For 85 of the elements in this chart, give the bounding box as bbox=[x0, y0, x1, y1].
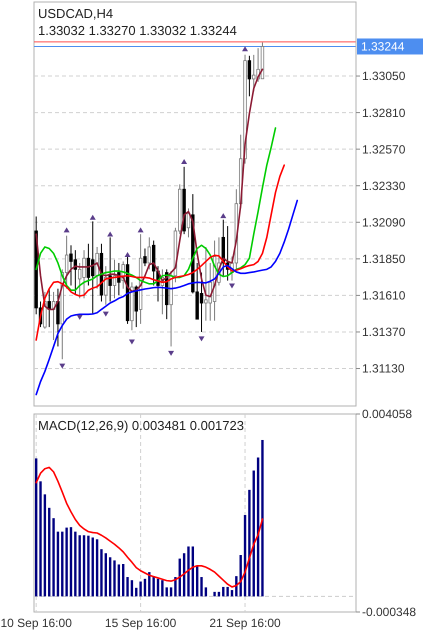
candlestick bbox=[104, 266, 108, 306]
y-tick-label: 1.31610 bbox=[362, 288, 406, 303]
point bbox=[198, 336, 205, 342]
x-tick-label: 10 Sep 16:00 bbox=[0, 616, 72, 630]
bar bbox=[122, 564, 124, 596]
bar bbox=[139, 582, 142, 596]
candlestick bbox=[204, 246, 208, 322]
bar bbox=[192, 546, 194, 596]
y-tick-label: -0.000348 bbox=[362, 605, 416, 620]
bar bbox=[78, 535, 81, 596]
y-tick-label: 0.004058 bbox=[362, 407, 412, 422]
point bbox=[220, 213, 226, 218]
line-series bbox=[35, 466, 264, 588]
y-tick-label: 1.32570 bbox=[362, 142, 406, 156]
bar bbox=[196, 566, 198, 596]
bar bbox=[52, 518, 55, 596]
point bbox=[64, 227, 70, 232]
point bbox=[90, 214, 96, 220]
bar bbox=[44, 494, 46, 596]
candlestick bbox=[200, 272, 204, 332]
candlestick bbox=[56, 288, 60, 347]
bar bbox=[135, 588, 138, 596]
point bbox=[168, 350, 174, 356]
bar bbox=[126, 577, 129, 596]
point bbox=[228, 284, 235, 288]
line-series bbox=[35, 127, 276, 292]
bar bbox=[218, 592, 220, 596]
point bbox=[102, 312, 109, 317]
line-series bbox=[35, 200, 298, 396]
point bbox=[76, 314, 83, 320]
bar bbox=[161, 580, 164, 596]
bar bbox=[222, 586, 224, 596]
candlestick bbox=[248, 55, 252, 97]
bar bbox=[226, 586, 229, 596]
bar bbox=[108, 557, 112, 596]
text: 1.33032 1.33270 1.33032 1.33244 bbox=[38, 23, 237, 38]
bar bbox=[166, 587, 168, 596]
ref-line-label: 1.33244 bbox=[361, 40, 405, 54]
line-series bbox=[35, 164, 286, 341]
point bbox=[128, 340, 135, 345]
point bbox=[59, 364, 66, 369]
y-tick-label: 1.31850 bbox=[362, 252, 406, 266]
chart-title: MACD(12,26,9) 0.003481 0.001723 bbox=[38, 418, 244, 433]
y-tick-label: 1.31130 bbox=[362, 362, 405, 376]
point bbox=[181, 158, 188, 164]
bar bbox=[252, 470, 255, 596]
y-tick-label: 1.33050 bbox=[362, 69, 406, 84]
chart-title: USDCAD,H4 bbox=[38, 6, 114, 21]
bar bbox=[148, 572, 151, 596]
bar bbox=[118, 564, 120, 596]
x-tick-label: 21 Sep 16:00 bbox=[209, 616, 282, 630]
bar bbox=[92, 537, 94, 596]
bar bbox=[248, 490, 251, 596]
bar bbox=[96, 539, 98, 596]
bar bbox=[130, 580, 134, 596]
y-tick-label: 1.31370 bbox=[362, 325, 406, 340]
bar bbox=[174, 577, 177, 596]
candlestick bbox=[78, 262, 82, 299]
candlestick bbox=[143, 248, 147, 267]
bar bbox=[61, 532, 64, 596]
y-tick-label: 1.32810 bbox=[362, 106, 406, 120]
bar bbox=[74, 532, 77, 596]
bar bbox=[34, 458, 38, 596]
point bbox=[107, 231, 114, 236]
point bbox=[124, 252, 131, 258]
bar bbox=[87, 536, 90, 596]
bar bbox=[182, 553, 186, 596]
bar bbox=[213, 592, 216, 596]
x-tick-label: 15 Sep 16:00 bbox=[104, 616, 177, 630]
bar bbox=[239, 555, 242, 596]
bar bbox=[261, 440, 264, 596]
y-tick-label: 1.32090 bbox=[362, 215, 406, 230]
bar bbox=[65, 528, 68, 596]
point bbox=[138, 227, 144, 232]
bar bbox=[204, 587, 208, 596]
candlestick bbox=[86, 243, 90, 286]
point bbox=[242, 46, 248, 52]
bar bbox=[235, 576, 238, 596]
bar bbox=[104, 553, 107, 596]
candlestick bbox=[148, 236, 152, 270]
bar bbox=[152, 576, 155, 596]
bar bbox=[48, 508, 50, 596]
y-tick-label: 1.32330 bbox=[362, 178, 406, 193]
candlestick bbox=[69, 244, 73, 286]
bar bbox=[178, 558, 181, 596]
